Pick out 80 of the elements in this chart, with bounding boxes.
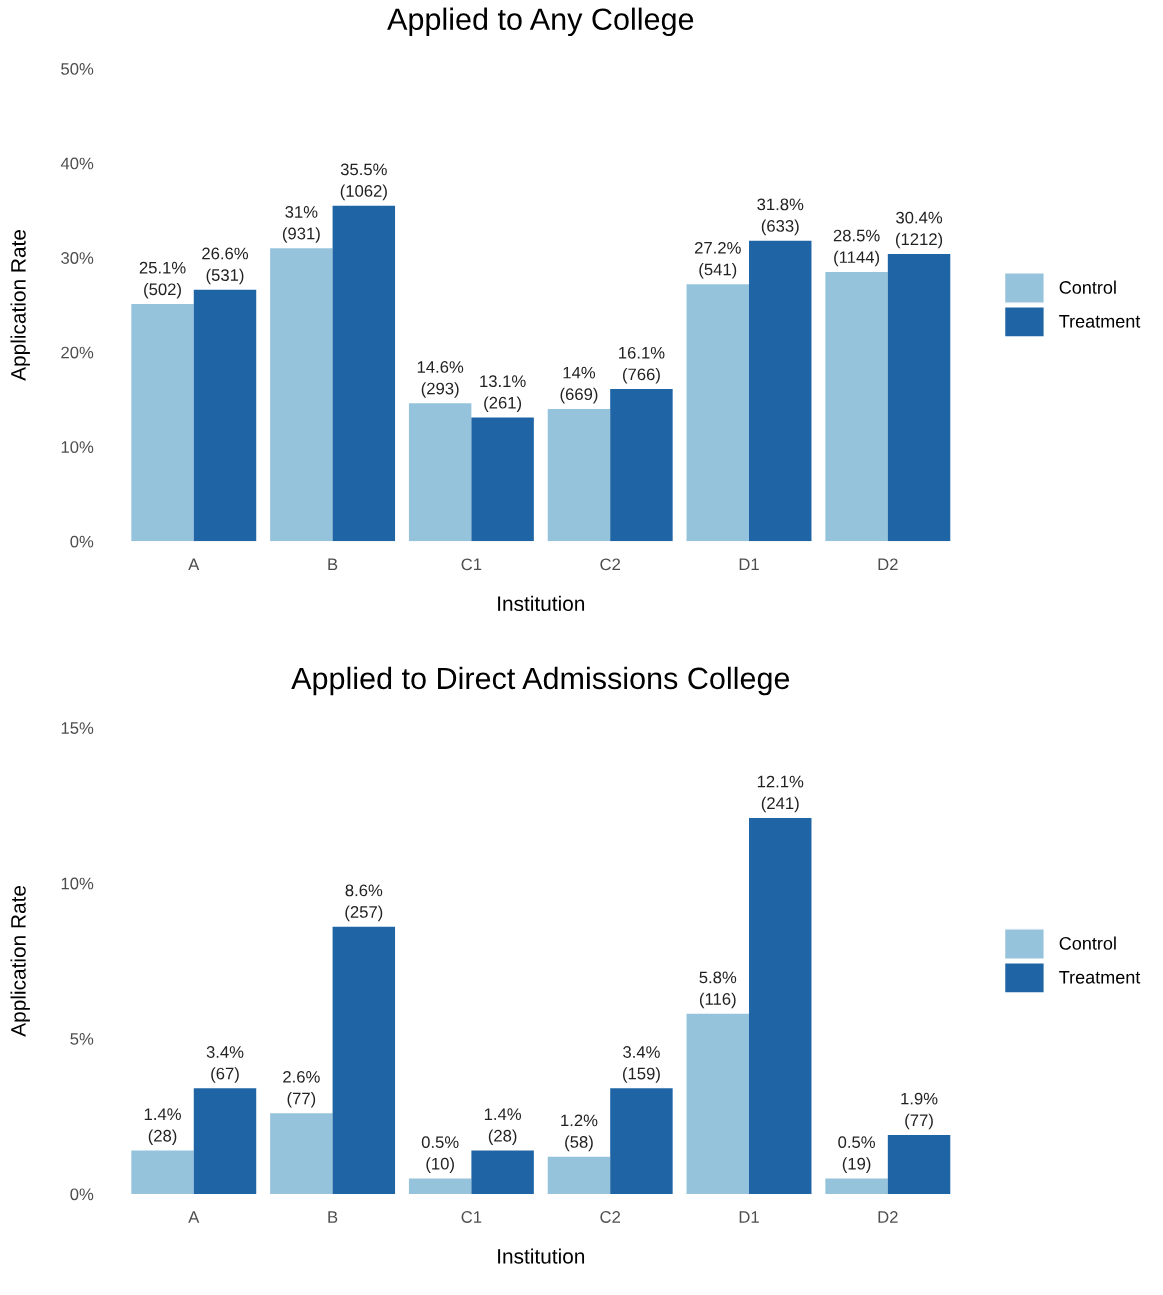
bar — [332, 205, 396, 542]
x-tick-label: A — [188, 558, 200, 571]
y-tick-label: 50% — [61, 63, 94, 75]
data-label: 25.1% (502) — [139, 261, 186, 299]
y-axis-title: Application Rate — [10, 885, 30, 1037]
data-label: 1.4% (28) — [484, 1108, 522, 1145]
data-label: 5.8% (116) — [699, 971, 737, 1009]
data-label: 31% (931) — [282, 206, 320, 243]
bar — [471, 417, 534, 542]
data-label: 35.5% (1062) — [340, 163, 387, 201]
data-label: 0.5% (10) — [421, 1136, 459, 1173]
x-tick-label: C1 — [461, 1211, 482, 1223]
bar — [193, 1088, 257, 1194]
x-tick-label: D2 — [878, 558, 898, 571]
legend-label: Control — [1059, 280, 1116, 294]
data-label: 16.1% (766) — [619, 346, 665, 384]
data-label: 2.6% (77) — [283, 1070, 320, 1108]
bar — [887, 253, 951, 542]
bar — [610, 389, 673, 542]
data-label: 30.4% (1212) — [896, 211, 943, 249]
data-label: 1.2% (58) — [561, 1114, 598, 1152]
legend-label: Treatment — [1059, 971, 1141, 984]
x-axis-title: Institution — [498, 595, 585, 612]
y-tick-label: 0% — [70, 1188, 94, 1201]
bar — [686, 1013, 750, 1194]
bar — [471, 1150, 534, 1194]
data-label: 27.2% (541) — [694, 241, 741, 279]
bar — [270, 248, 333, 542]
x-axis-title: Institution — [498, 1248, 585, 1264]
y-tick-label: 40% — [60, 157, 94, 170]
bar — [547, 1156, 611, 1194]
chart-title: Applied to Direct Admissions College — [291, 666, 790, 696]
x-tick-label: C2 — [600, 558, 621, 571]
bar — [686, 284, 750, 542]
x-tick-label: D2 — [878, 1211, 898, 1223]
data-label: 28.5% (1144) — [833, 229, 880, 267]
data-label: 12.1% (241) — [757, 775, 804, 813]
data-label: 3.4% (67) — [206, 1046, 244, 1083]
bar — [547, 408, 611, 542]
x-tick-label: D1 — [739, 1211, 759, 1223]
legend-label: Control — [1059, 936, 1116, 950]
data-label: 8.6% (257) — [345, 884, 383, 922]
y-tick-label: 0% — [70, 535, 94, 548]
y-axis-title: Application Rate — [10, 230, 30, 381]
y-tick-label: 20% — [61, 346, 94, 359]
bar — [610, 1088, 673, 1194]
data-label: 0.5% (19) — [838, 1136, 875, 1173]
bar — [332, 926, 396, 1194]
bar — [131, 304, 194, 542]
bar — [887, 1134, 951, 1194]
bar — [408, 403, 472, 542]
data-label: 14% (669) — [560, 366, 598, 404]
x-tick-label: B — [328, 558, 338, 571]
bar — [825, 1178, 888, 1194]
x-tick-label: C1 — [461, 558, 482, 571]
y-tick-label: 5% — [70, 1033, 94, 1045]
data-label: 26.6% (531) — [202, 247, 249, 285]
bar — [193, 289, 257, 542]
data-label: 1.4% (28) — [144, 1108, 181, 1145]
y-tick-label: 15% — [61, 722, 94, 734]
data-label: 31.8% (633) — [757, 198, 804, 236]
y-tick-label: 10% — [61, 877, 94, 890]
x-tick-label: A — [188, 1211, 200, 1223]
bar — [131, 1150, 194, 1194]
bar — [270, 1113, 333, 1194]
y-tick-label: 10% — [61, 441, 94, 453]
bar — [749, 817, 812, 1194]
bar — [825, 271, 888, 542]
legend-label: Treatment — [1059, 315, 1141, 328]
x-tick-label: D1 — [739, 558, 759, 571]
data-label: 13.1% (261) — [480, 375, 526, 412]
data-label: 3.4% (159) — [623, 1046, 660, 1083]
bar — [749, 240, 812, 542]
chart-title: Applied to Any College — [387, 7, 694, 37]
y-tick-label: 30% — [61, 252, 94, 264]
x-tick-label: C2 — [600, 1211, 621, 1223]
data-label: 14.6% (293) — [417, 361, 464, 398]
data-label: 1.9% (77) — [901, 1092, 938, 1130]
x-tick-label: B — [328, 1211, 338, 1223]
bar — [408, 1178, 472, 1194]
